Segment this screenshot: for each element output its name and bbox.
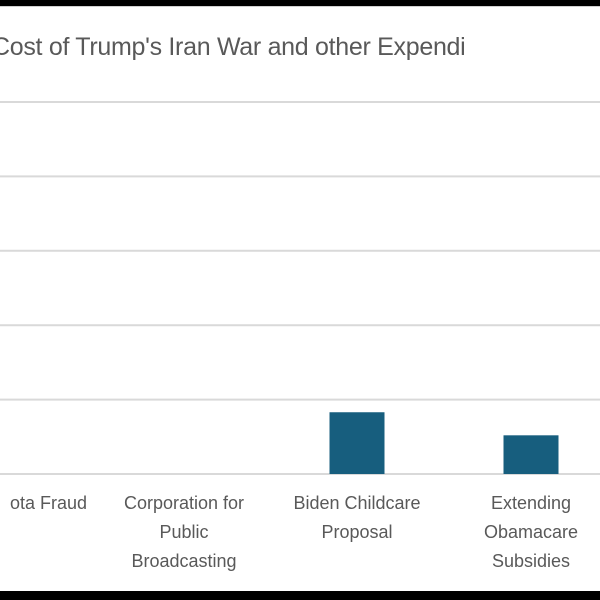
bar xyxy=(329,412,385,474)
x-tick-label-line: Obamacare xyxy=(483,522,579,542)
x-tick-label: ota Fraud xyxy=(0,489,87,518)
plot-area xyxy=(0,101,600,475)
x-tick-label-line: Public xyxy=(159,522,209,542)
x-tick-label-line: Biden Childcare xyxy=(293,493,421,513)
chart-title: Cost of Trump's Iran War and other Expen… xyxy=(0,33,466,61)
chart-area: Cost of Trump's Iran War and other Expen… xyxy=(0,6,600,591)
x-tick-label-line: Extending xyxy=(490,493,572,513)
x-tick-label: Corporation for Public Broadcasting xyxy=(99,489,269,576)
x-tick-label-line: Proposal xyxy=(321,522,393,542)
x-tick-label: Extending Obamacare Subsidies xyxy=(446,489,600,576)
x-tick-label-line: Broadcasting xyxy=(131,551,237,571)
x-tick-label: Biden Childcare Proposal xyxy=(272,489,442,547)
x-tick-label-line: Corporation for xyxy=(123,493,245,513)
x-tick-label-line: Subsidies xyxy=(491,551,571,571)
x-tick-label-line: ota Fraud xyxy=(9,493,87,513)
bar xyxy=(503,435,559,474)
